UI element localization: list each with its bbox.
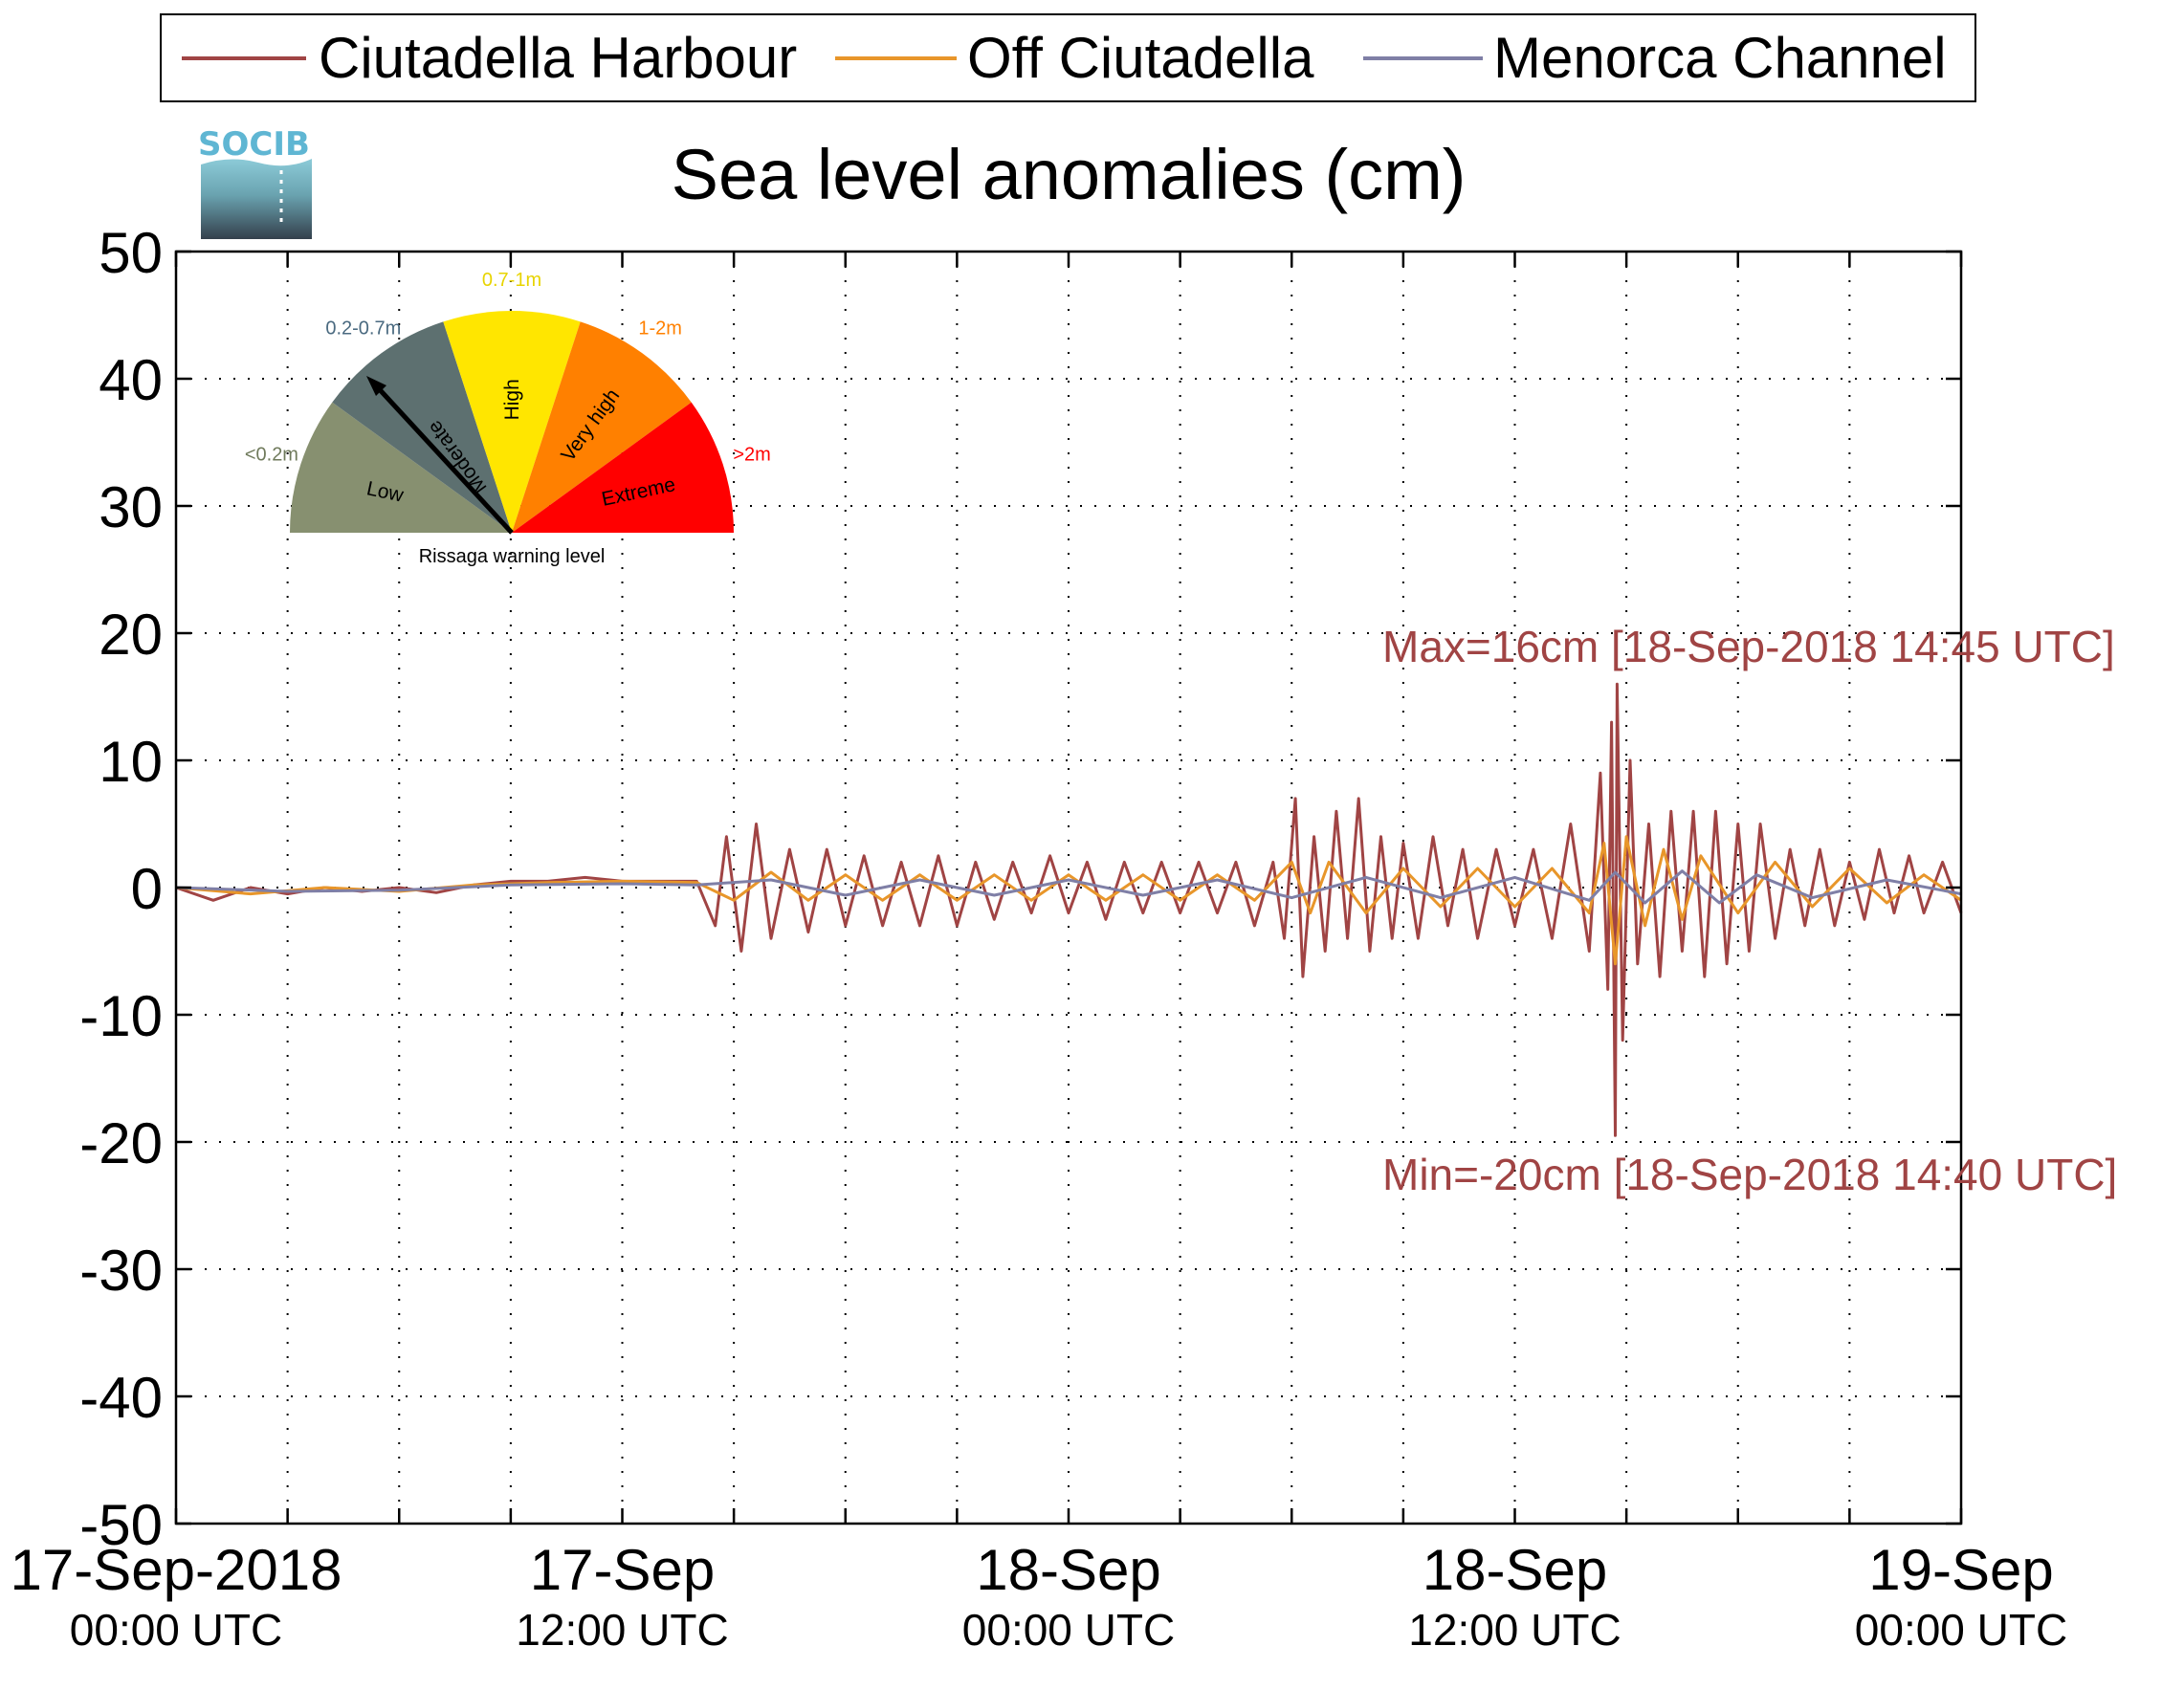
y-tick-label: -40 [79,1366,163,1430]
x-tick-label-date: 18-Sep [976,1538,1160,1602]
gauge-sectors [290,311,734,533]
max-annotation: Max=16cm [18-Sep-2018 14:45 UTC] [1382,622,2115,671]
gauge-sector-very-high [512,321,692,533]
x-tick-label-date: 17-Sep [530,1538,715,1602]
gauge-range-label: 1-2m [638,318,682,339]
x-tick-label-time: 00:00 UTC [962,1605,1175,1655]
series-line-ciutadella-harbour [175,682,1963,1137]
series-line-menorca-channel [175,869,1962,905]
gauge-range-label: <0.2m [245,444,298,465]
gauge-sector-high [443,311,581,533]
gauge-needle [372,382,514,535]
x-tick-label-time: 00:00 UTC [1855,1605,2067,1655]
series-line-off-ciutadella [175,835,1962,966]
logo-wave [201,159,312,239]
gauge-needle-arrowhead [366,376,386,396]
x-tick-label-date: 18-Sep [1423,1538,1607,1602]
gauge-range-label: 0.7-1m [482,270,541,291]
gauge-caption: Rissaga warning level [419,546,606,567]
y-tick-label: 30 [99,475,163,539]
chart-title: Sea level anomalies (cm) [672,135,1467,214]
x-tick-label-date: 17-Sep-2018 [11,1538,342,1602]
y-tick-label: 20 [99,603,163,667]
legend-label-off: Off Ciutadella [967,26,1314,90]
axis-ticks [174,250,1963,1525]
legend: Ciutadella Harbour Off Ciutadella Menorc… [160,13,1976,102]
logo-text: SOCIB [198,125,310,164]
y-tick-label: -10 [79,984,163,1048]
y-tick-label: -20 [79,1111,163,1175]
gauge-range-label: 0.2-0.7m [325,318,401,339]
y-tick-label: -50 [79,1493,163,1557]
x-tick-label-time: 12:00 UTC [1408,1605,1621,1655]
y-tick-label: 50 [99,221,163,285]
x-tick-label-date: 19-Sep [1868,1538,2053,1602]
gauge-range-labels: <0.2m 0.2-0.7m 0.7-1m 1-2m >2m [245,270,771,465]
x-tick-label-time: 00:00 UTC [70,1605,282,1655]
min-annotation: Min=-20cm [18-Sep-2018 14:40 UTC] [1382,1150,2117,1199]
y-axis-labels: 50 40 30 20 10 0 -10 -20 -30 -40 -50 [79,221,163,1557]
legend-label-harbour: Ciutadella Harbour [319,26,797,90]
rissaga-gauge: <0.2m0.2-0.7m0.7-1m1-2m>2m Low ModerateHi… [245,270,771,567]
socib-logo: SOCIB [198,125,312,239]
series-layer [175,682,1963,1137]
gauge-sector-label: High [501,379,523,420]
gauge-sector-extreme [512,402,734,533]
legend-box [160,13,1976,102]
gauge-sector-moderate [332,321,512,533]
y-tick-label: 40 [99,348,163,412]
y-tick-label: 0 [131,857,163,921]
gauge-range-label: >2m [733,444,770,465]
y-tick-label: 10 [99,730,163,794]
gauge-sector-low [290,402,512,533]
x-tick-label-time: 12:00 UTC [516,1605,728,1655]
legend-label-channel: Menorca Channel [1493,26,1947,90]
y-tick-label: -30 [79,1239,163,1303]
